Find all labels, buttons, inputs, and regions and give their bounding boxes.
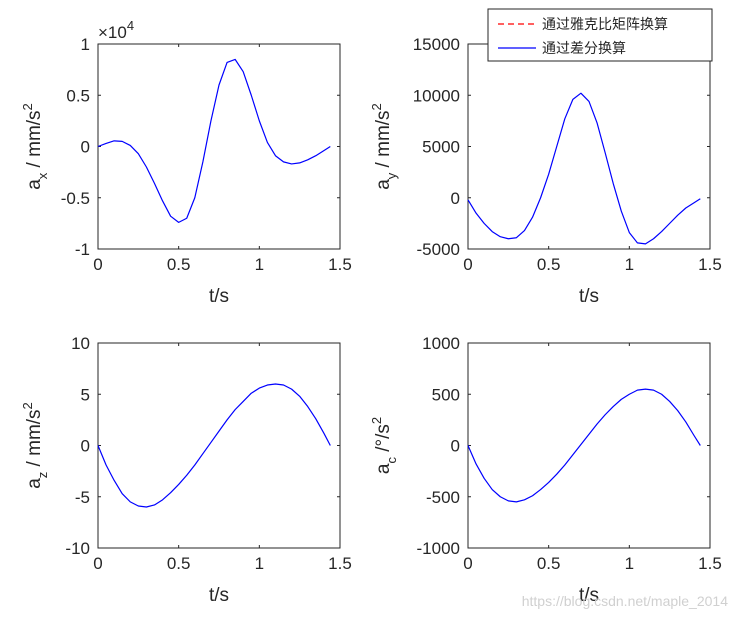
subplot-3: 0 0.5 1 1.5 -10 -5 0 5 10 t/s az / mm/s2 — [20, 334, 352, 606]
x-tick-label: 1.5 — [698, 554, 722, 573]
y-tick-label: -0.5 — [61, 189, 90, 208]
y-axis-label: ax / mm/s2 — [20, 103, 50, 190]
x-tick-label: 0 — [463, 255, 472, 274]
x-axis-label: t/s — [209, 585, 229, 606]
x-tick-label: 0 — [93, 554, 102, 573]
y-tick-label: -500 — [426, 488, 460, 507]
legend-label: 通过差分换算 — [542, 40, 626, 57]
y-tick-label: 5000 — [422, 138, 460, 157]
x-tick-label: 1 — [255, 554, 264, 573]
y-tick-label: 1 — [81, 35, 90, 54]
x-tick-label: 1.5 — [698, 255, 722, 274]
y-tick-label: -10 — [65, 539, 90, 558]
x-tick-label: 1 — [625, 554, 634, 573]
legend-label: 通过雅克比矩阵换算 — [542, 16, 668, 33]
y-tick-label: 0 — [81, 138, 90, 157]
x-tick-label: 0 — [463, 554, 472, 573]
x-tick-label: 0.5 — [167, 255, 191, 274]
y-axis-label: az / mm/s2 — [20, 402, 50, 489]
series-line — [97, 383, 331, 508]
y-tick-label: -5000 — [417, 240, 460, 259]
y-tick-label: -1 — [75, 240, 90, 259]
x-tick-label: 0.5 — [167, 554, 191, 573]
y-tick-label: -5 — [75, 488, 90, 507]
legend-box — [487, 8, 713, 62]
y-tick-label: 0 — [81, 437, 90, 456]
x-tick-label: 1 — [625, 255, 634, 274]
x-tick-label: 1 — [255, 255, 264, 274]
series-line — [467, 388, 701, 503]
y-tick-label: 10000 — [413, 86, 460, 105]
x-axis-label: t/s — [579, 585, 599, 606]
y-axis-label: ay / mm/s2 — [369, 103, 399, 190]
y-tick-label: 0 — [451, 437, 460, 456]
y-tick-label: -1000 — [417, 539, 460, 558]
x-axis-label: t/s — [209, 286, 229, 307]
x-tick-label: 1.5 — [328, 554, 352, 573]
x-tick-label: 0.5 — [537, 255, 561, 274]
series-line — [467, 92, 701, 245]
y-tick-label: 0.5 — [66, 86, 90, 105]
y-axis-label: ac /°/s2 — [369, 417, 399, 474]
y-tick-label: 15000 — [413, 35, 460, 54]
subplot-4: 0 0.5 1 1.5 -1000 -500 0 500 1000 t/s ac /°/s2 — [369, 334, 722, 606]
watermark: https://blog.csdn.net/maple_2014 — [522, 593, 728, 609]
x-tick-label: 0.5 — [537, 554, 561, 573]
series-line — [97, 58, 331, 223]
y-tick-label: 0 — [451, 189, 460, 208]
x-tick-label: 1.5 — [328, 255, 352, 274]
y-tick-label: 5 — [81, 385, 90, 404]
y-tick-label: 1000 — [422, 334, 460, 353]
x-tick-label: 0 — [93, 255, 102, 274]
y-tick-label: 500 — [432, 385, 460, 404]
y-tick-label: 10 — [71, 334, 90, 353]
x-axis-label: t/s — [579, 286, 599, 307]
